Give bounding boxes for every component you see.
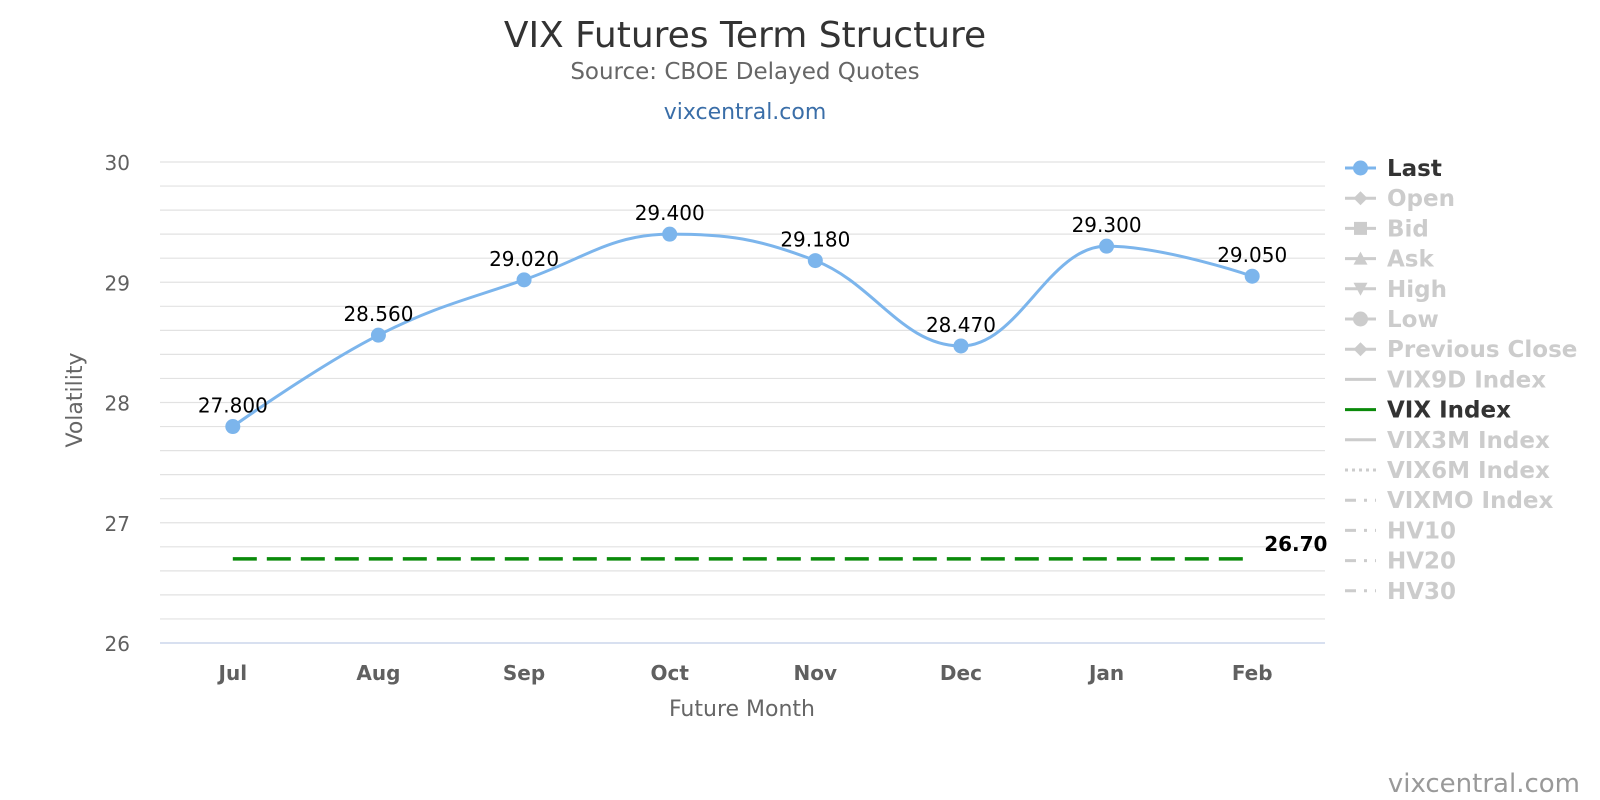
legend-marker [1353,160,1368,176]
y-axis-title: Volatility [63,352,88,447]
legend-marker [1353,251,1368,265]
x-tick-label: Jul [217,661,248,685]
x-tick-label: Sep [503,661,545,685]
legend-item[interactable]: VIXMO Index [1345,488,1554,514]
legend-label: Previous Close [1387,337,1577,363]
vix-index-value-label: 26.70 [1264,532,1327,556]
legend-label: VIX9D Index [1387,367,1546,393]
chart-title: VIX Futures Term Structure [504,15,986,56]
x-tick-label: Oct [650,661,689,685]
legend-item[interactable]: VIX3M Index [1345,428,1550,454]
legend-label: Bid [1387,216,1429,242]
last-point-marker[interactable] [516,272,532,288]
last-point-marker[interactable] [1099,238,1115,254]
legend-label: Ask [1387,247,1434,273]
last-point-label: 29.300 [1072,213,1142,237]
legend-item[interactable]: Previous Close [1345,337,1577,363]
legend-label: VIX6M Index [1387,458,1550,484]
last-point-label: 29.050 [1217,243,1287,267]
y-tick-label: 29 [105,271,130,295]
legend-item[interactable]: VIX9D Index [1345,367,1546,393]
y-tick-label: 28 [105,392,130,416]
x-tick-label: Jan [1087,661,1124,685]
last-point-label: 28.560 [343,302,413,326]
last-point-marker[interactable] [370,327,386,343]
legend-marker [1353,342,1368,357]
legend-item[interactable]: HV20 [1345,549,1456,575]
x-tick-label: Feb [1232,661,1273,685]
gridlines [160,161,1325,644]
last-series-line [231,232,1253,428]
legend-item[interactable]: HV10 [1345,518,1456,544]
y-tick-label: 30 [105,151,130,175]
legend-item[interactable]: High [1345,277,1447,303]
vixcentral-link[interactable]: vixcentral.com [664,100,827,125]
y-tick-label: 27 [105,512,130,536]
legend-label: VIXMO Index [1387,488,1554,514]
series-last: 27.800 28.560 29.020 29.400 29.180 28.470 29.3… [198,201,1287,435]
last-point-marker[interactable] [662,226,678,242]
last-point-label: 28.470 [926,313,996,337]
legend-label: Open [1387,186,1455,212]
legend-item[interactable]: Ask [1345,247,1434,273]
legend-label: HV20 [1387,549,1456,575]
x-tick-label: Aug [356,661,400,685]
legend-label: High [1387,277,1447,303]
legend-marker [1354,221,1367,235]
y-axis-ticks: 26 27 28 29 30 [105,151,130,656]
last-point-marker[interactable] [1244,268,1260,284]
x-tick-label: Dec [940,661,982,685]
legend-item[interactable]: VIX6M Index [1345,458,1550,484]
x-axis-ticks: Jul Aug Sep Oct Nov Dec Jan Feb [217,661,1273,685]
last-point-label: 29.020 [489,247,559,271]
legend-marker [1353,311,1368,327]
legend-label: VIX Index [1387,398,1511,424]
legend-label: HV30 [1387,579,1456,605]
legend-label: Low [1387,307,1439,333]
x-axis-title: Future Month [669,697,815,722]
x-tick-label: Nov [794,661,838,685]
legend-marker [1353,282,1368,296]
legend-marker [1353,191,1368,206]
legend-item[interactable]: Bid [1345,216,1429,242]
series-vix-index: 26.70 [232,532,1327,561]
legend-item[interactable]: VIX Index [1345,398,1511,424]
legend-label: Last [1387,156,1442,182]
last-point-label: 29.400 [635,201,705,225]
y-tick-label: 26 [105,632,130,656]
last-point-marker[interactable] [953,338,969,354]
legend-item[interactable]: Low [1345,307,1439,333]
chart-subtitle: Source: CBOE Delayed Quotes [570,59,919,85]
credit-link[interactable]: vixcentral.com [1388,769,1580,799]
last-point-marker[interactable] [807,253,823,269]
legend: Last Open Bid Ask High Low Previous Close VIX9D… [1345,156,1577,605]
last-point-label: 27.800 [198,394,268,418]
last-point-marker[interactable] [225,419,241,435]
legend-item[interactable]: HV30 [1345,579,1456,605]
legend-label: VIX3M Index [1387,428,1550,454]
legend-item[interactable]: Open [1345,186,1455,212]
legend-item[interactable]: Last [1345,156,1442,182]
last-point-label: 29.180 [780,228,850,252]
legend-label: HV10 [1387,518,1456,544]
